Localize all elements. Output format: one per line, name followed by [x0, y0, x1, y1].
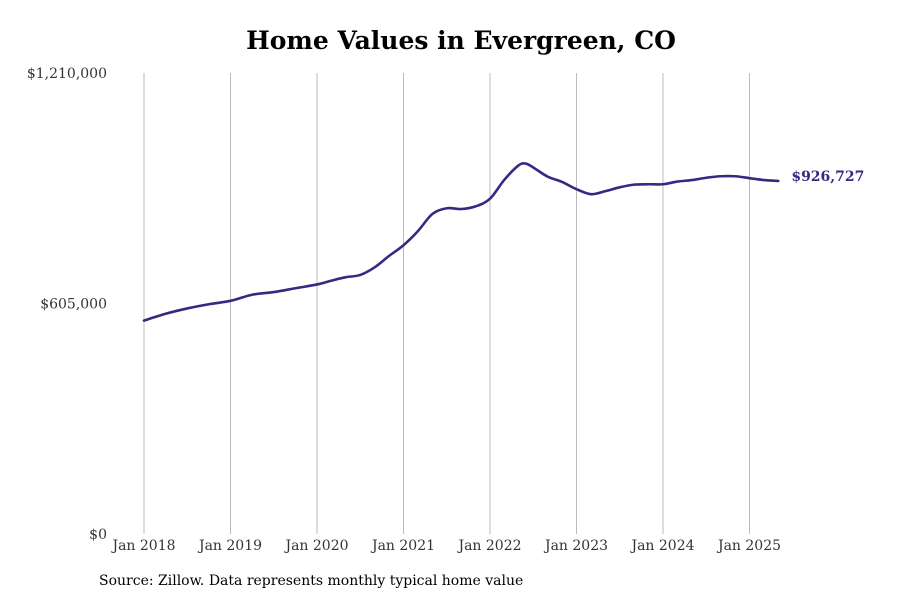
- last-value-label: $926,727: [791, 169, 864, 185]
- series-point: [734, 175, 736, 177]
- x-tick-label: Jan 2024: [629, 538, 694, 554]
- y-axis-tick-labels: $0 $605,000 $1,210,000: [27, 66, 107, 543]
- series-point: [388, 255, 390, 257]
- gridlines: [143, 73, 750, 534]
- y-tick-label: $605,000: [40, 297, 107, 313]
- x-axis-tick-labels: Jan 2018 Jan 2019 Jan 2020 Jan 2021 Jan 2022…: [110, 538, 781, 554]
- home-value-series-line: [142, 161, 780, 322]
- series-point: [165, 313, 167, 315]
- x-tick-label: Jan 2025: [716, 538, 781, 554]
- x-tick-label: Jan 2020: [283, 538, 348, 554]
- series-point: [374, 266, 376, 268]
- series-point: [475, 205, 477, 207]
- series-point: [561, 181, 563, 183]
- series-point: [604, 190, 606, 192]
- series-point: [316, 283, 318, 285]
- series-point: [648, 183, 650, 185]
- x-tick-label: Jan 2023: [543, 538, 608, 554]
- series-point: [590, 193, 592, 195]
- series-point: [359, 274, 361, 276]
- y-tick-label: $1,210,000: [27, 66, 107, 82]
- series-point: [777, 180, 779, 182]
- series-point: [763, 179, 765, 181]
- series-point: [749, 177, 751, 179]
- series-point: [662, 183, 664, 185]
- series-point: [503, 179, 505, 181]
- chart-title: Home Values in Evergreen, CO: [246, 26, 676, 55]
- series-point: [619, 186, 621, 188]
- series-point: [446, 207, 448, 209]
- series-point: [345, 276, 347, 278]
- x-tick-label: Jan 2022: [456, 538, 521, 554]
- x-tick-label: Jan 2019: [197, 538, 262, 554]
- x-tick-label: Jan 2021: [370, 538, 435, 554]
- series-point: [489, 198, 491, 200]
- series-point: [230, 300, 232, 302]
- series-point: [417, 230, 419, 232]
- series-point: [720, 175, 722, 177]
- series-point: [633, 184, 635, 186]
- series-point: [294, 287, 296, 289]
- series-point: [330, 280, 332, 282]
- series-point: [705, 177, 707, 179]
- series-point: [251, 294, 253, 296]
- y-tick-label: $0: [89, 527, 107, 543]
- series-point: [186, 307, 188, 309]
- series-point: [143, 320, 145, 322]
- series-point: [460, 208, 462, 210]
- series-point: [403, 244, 405, 246]
- series-point: [208, 303, 210, 305]
- x-tick-label: Jan 2018: [110, 538, 175, 554]
- series-point: [547, 176, 549, 178]
- series-point: [525, 163, 527, 165]
- series-point: [532, 166, 534, 168]
- series-point: [518, 164, 520, 166]
- series-point: [691, 179, 693, 181]
- series-point: [576, 188, 578, 190]
- series-point: [431, 213, 433, 215]
- series-point: [676, 181, 678, 183]
- source-note: Source: Zillow. Data represents monthly …: [99, 573, 524, 589]
- series-point: [273, 291, 275, 293]
